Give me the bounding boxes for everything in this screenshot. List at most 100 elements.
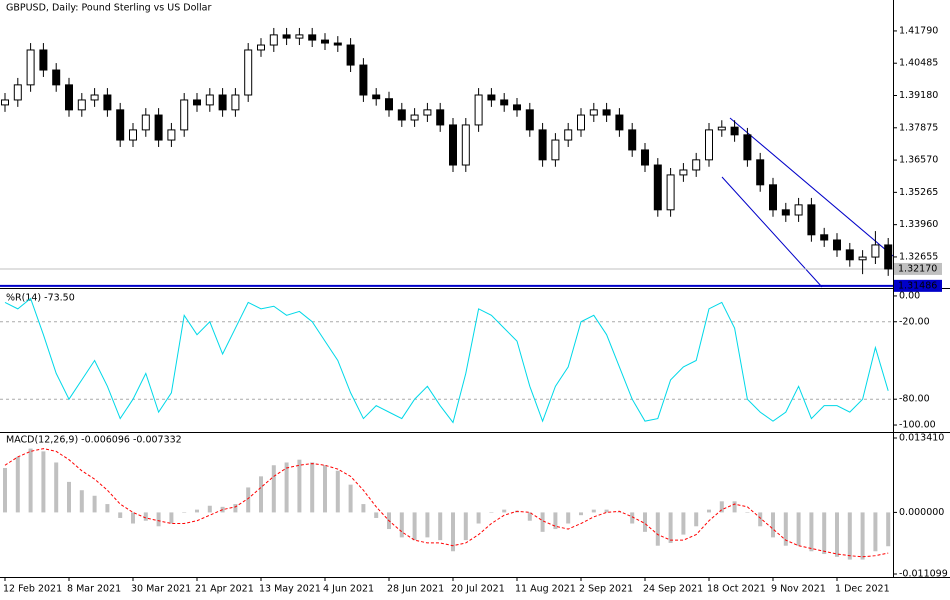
macd-bar — [719, 501, 724, 513]
macd-bar — [348, 484, 353, 513]
price-label-box — [894, 279, 942, 292]
candle-body — [781, 209, 790, 216]
candle-body — [666, 174, 675, 211]
macd-bar — [886, 512, 891, 547]
macd-bar — [3, 468, 7, 513]
macd-bar — [758, 512, 763, 527]
y-tick-label: -80.00 — [899, 394, 930, 405]
macd-bar — [399, 512, 404, 538]
frame — [0, 0, 950, 578]
macd-bar — [156, 512, 161, 527]
macd-bar — [476, 512, 481, 524]
x-tick-label: 2 Sep 2021 — [579, 584, 633, 595]
candle-body — [205, 94, 214, 106]
macd-bar — [579, 512, 583, 516]
candle-body — [564, 129, 573, 141]
candle-body — [308, 34, 317, 41]
candle-body — [52, 69, 61, 86]
macd-bar — [105, 504, 110, 513]
candle-body — [359, 64, 368, 96]
candle-body — [231, 94, 240, 111]
x-tick-label: 11 Aug 2021 — [515, 584, 576, 595]
macd-bar — [655, 512, 660, 546]
x-tick-label: 1 Dec 2021 — [835, 584, 890, 595]
macd-bar — [809, 512, 814, 552]
candle-body — [39, 49, 48, 71]
macd-bar — [617, 512, 622, 513]
y-tick-label: -20.00 — [899, 316, 930, 327]
candle-body — [333, 42, 342, 46]
candle-body — [193, 99, 201, 106]
candle-body — [103, 94, 112, 111]
x-tick-label: 18 Oct 2021 — [707, 584, 766, 595]
candle-body — [705, 129, 713, 161]
candle-body — [244, 49, 253, 96]
candle-body — [743, 134, 752, 161]
candle-body — [410, 114, 419, 121]
macd-bar — [259, 476, 263, 513]
candle-body — [461, 124, 470, 166]
macd-bar — [207, 505, 212, 513]
macd-bar — [873, 512, 878, 552]
macd-bar — [131, 512, 135, 524]
macd-bar — [822, 512, 827, 555]
candle-body — [129, 129, 137, 141]
candle-body — [167, 129, 176, 141]
y-tick-label: 1.41790 — [899, 25, 938, 36]
macd-bar — [335, 470, 340, 513]
macd-bar — [783, 512, 788, 546]
x-tick-label: 24 Sep 2021 — [643, 584, 703, 595]
indicator-title: %R(14) -73.50 — [6, 293, 75, 304]
candle-body — [820, 234, 829, 241]
indicator-title: MACD(12,26,9) -0.006096 -0.007332 — [6, 435, 182, 446]
y-tick-label: 1.32655 — [899, 251, 938, 262]
candle-body — [282, 34, 291, 39]
candle-body — [794, 204, 803, 216]
candle-body — [141, 114, 150, 131]
candle-body — [884, 244, 893, 270]
candle-body — [653, 164, 662, 211]
macd-bar — [745, 512, 750, 513]
candle-body — [615, 114, 624, 131]
candle-body — [858, 256, 867, 261]
macd-bar — [67, 481, 71, 513]
macd-bar — [681, 512, 686, 535]
macd-bar — [118, 512, 123, 518]
macd-bar — [540, 512, 545, 532]
macd-bar — [284, 462, 289, 513]
candle-body — [218, 94, 227, 111]
candle-body — [807, 204, 816, 236]
macd-bar — [169, 512, 174, 524]
macd-bar — [438, 512, 443, 541]
y-tick-label: 1.37875 — [899, 122, 938, 133]
y-tick-label: 0.000000 — [899, 507, 944, 518]
macd-bar — [707, 509, 711, 513]
macd-bar — [297, 459, 302, 513]
macd-bar — [694, 512, 699, 527]
y-tick-label: 0.00 — [899, 290, 920, 301]
macd-bar — [412, 512, 417, 541]
macd-bar — [15, 456, 20, 513]
candle-body — [487, 94, 496, 101]
channel-line — [729, 117, 894, 257]
chart-title: GBPUSD, Daily: Pound Sterling vs US Doll… — [6, 3, 211, 14]
candle-body — [449, 124, 457, 166]
candle-body — [474, 94, 483, 126]
candle-body — [833, 239, 841, 251]
candle-body — [769, 184, 777, 211]
candle-body — [679, 169, 688, 176]
y-tick-label: -0.011099 — [899, 568, 948, 579]
candle-body — [269, 34, 278, 46]
candle-body — [871, 244, 880, 258]
candle-body — [756, 159, 765, 186]
macd-bar — [54, 462, 59, 513]
macd-bar — [604, 509, 609, 513]
macd-bar — [79, 490, 84, 513]
candle-body — [577, 114, 585, 131]
candle-body — [295, 34, 304, 39]
candle-body — [589, 109, 598, 116]
candle-body — [397, 109, 406, 121]
candle-body — [77, 99, 86, 111]
macd-bar — [92, 495, 97, 513]
macd-bar — [182, 512, 187, 513]
